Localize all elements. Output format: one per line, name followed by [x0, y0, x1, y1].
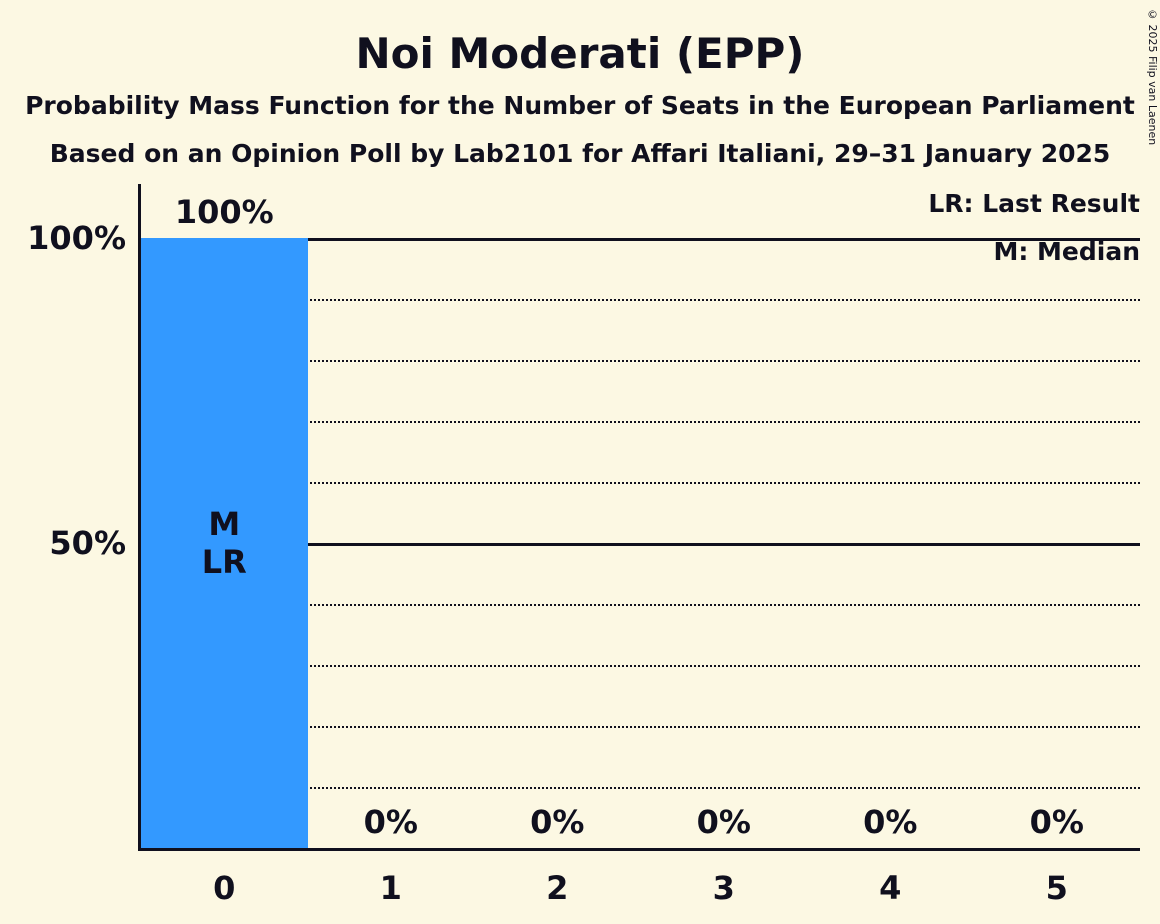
gridline-50-solid	[141, 543, 1140, 546]
bar-value-label-2: 0%	[530, 803, 585, 841]
bar-annotation-0: M LR	[141, 505, 308, 581]
chart-subtitle-poll-source: Based on an Opinion Poll by Lab2101 for …	[49, 139, 1111, 168]
bar-value-label-0: 100%	[174, 193, 274, 231]
y-axis-labels: 100% 50%	[0, 185, 126, 848]
y-axis-line	[138, 184, 141, 851]
bar-value-label-3: 0%	[696, 803, 751, 841]
copyright-notice: © 2025 Filip van Laenen	[1146, 8, 1159, 146]
gridline-30-dotted	[141, 665, 1140, 667]
x-tick-1: 1	[379, 869, 402, 907]
plot-area: 100% 0% 0% 0% 0% 0% M LR	[141, 185, 1140, 848]
x-axis-line	[138, 848, 1140, 851]
x-tick-0: 0	[213, 869, 236, 907]
x-tick-5: 5	[1045, 869, 1068, 907]
chart-subtitle-pmf: Probability Mass Function for the Number…	[25, 91, 1135, 120]
gridline-20-dotted	[141, 726, 1140, 728]
x-tick-4: 4	[879, 869, 902, 907]
gridline-90-dotted	[141, 299, 1140, 301]
x-tick-2: 2	[546, 869, 569, 907]
gridline-10-dotted	[141, 787, 1140, 789]
bar-value-label-1: 0%	[363, 803, 418, 841]
chart-legend: LR: Last Result M: Median	[928, 180, 1140, 276]
chart-title: Noi Moderati (EPP)	[355, 29, 805, 78]
gridline-100-solid	[141, 238, 1140, 241]
gridline-80-dotted	[141, 360, 1140, 362]
bar-seats-0	[141, 238, 308, 848]
legend-last-result: LR: Last Result	[928, 189, 1140, 218]
gridline-60-dotted	[141, 482, 1140, 484]
bar-value-label-4: 0%	[863, 803, 918, 841]
gridline-40-dotted	[141, 604, 1140, 606]
y-tick-50: 50%	[49, 524, 126, 562]
x-axis-labels: 0 1 2 3 4 5	[141, 868, 1140, 912]
annotation-line: M	[208, 505, 241, 543]
annotation-line: LR	[201, 543, 247, 581]
bar-value-label-5: 0%	[1029, 803, 1084, 841]
gridline-70-dotted	[141, 421, 1140, 423]
y-tick-100: 100%	[27, 219, 126, 257]
legend-median: M: Median	[993, 237, 1140, 266]
x-tick-3: 3	[712, 869, 735, 907]
